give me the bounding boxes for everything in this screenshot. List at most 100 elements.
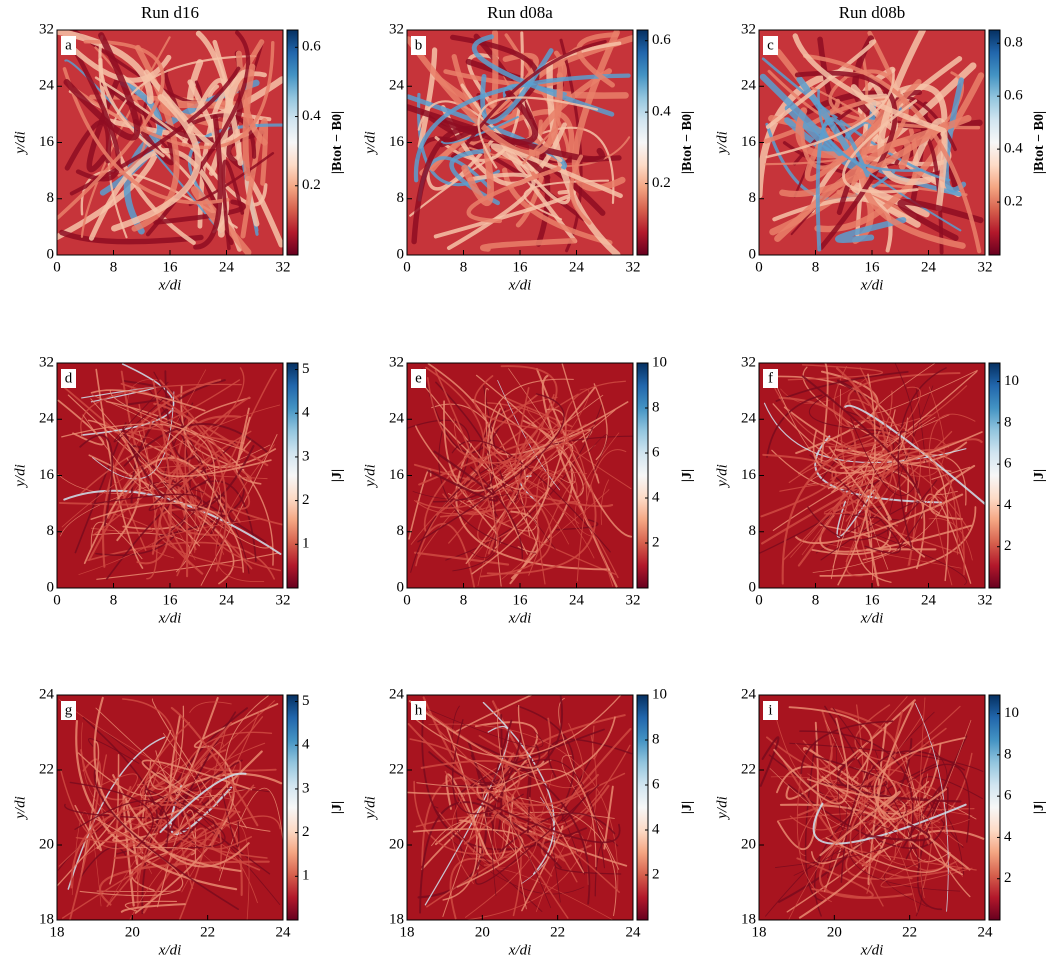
x-tick-label: 8 [110,259,118,275]
colorbar-tick-label: 10 [652,686,667,702]
y-tick-label: 24 [741,78,757,94]
colorbar-label: |J| [330,801,345,814]
y-tick-label: 20 [39,836,54,852]
x-tick-label: 20 [827,924,842,940]
panel: 1820222418202224x/diy/dih246810|J| [362,686,695,958]
y-tick-label: 24 [39,686,55,702]
panel-label: a [65,37,72,53]
colorbar-tick-label: 3 [302,780,310,796]
field-image [57,695,283,920]
colorbar-tick-label: 8 [652,399,660,415]
y-tick-label: 18 [389,911,404,927]
x-tick-label: 8 [110,592,118,608]
x-tick-label: 24 [276,924,292,940]
y-axis-label: y/di [12,131,28,156]
y-tick-label: 24 [389,78,405,94]
field-image [57,363,283,588]
field-image [407,363,633,588]
y-tick-label: 32 [741,21,756,37]
x-tick-label: 16 [865,592,881,608]
colorbar [637,30,648,255]
colorbar-tick-label: 0.4 [1004,141,1023,157]
x-tick-label: 0 [403,592,411,608]
colorbar-tick-label: 5 [302,361,310,377]
x-axis-label: x/di [860,942,884,958]
colorbar-tick-label: 1 [302,868,310,884]
panel-title: Run d08a [487,3,553,22]
colorbar-tick-label: 0.4 [302,108,321,124]
colorbar-tick-label: 6 [652,776,660,792]
y-tick-label: 8 [749,523,757,539]
panel-label: i [768,702,772,718]
x-tick-label: 32 [978,592,993,608]
x-axis-label: x/di [860,277,884,293]
x-tick-label: 16 [163,259,179,275]
y-tick-label: 16 [39,134,55,150]
x-tick-label: 32 [276,592,291,608]
y-tick-label: 0 [397,579,405,595]
y-axis-label: y/di [12,464,28,489]
figure: 0816243208162432x/diy/diRun d16a0.20.40.… [0,0,1057,960]
x-tick-label: 16 [163,592,179,608]
colorbar-tick-label: 6 [1004,456,1012,472]
x-axis-label: x/di [508,277,532,293]
x-tick-label: 24 [978,924,994,940]
y-tick-label: 24 [741,686,757,702]
colorbar-tick-label: 0.6 [652,32,671,48]
colorbar-label: |J| [1032,801,1047,814]
y-tick-label: 16 [39,467,55,483]
colorbar [989,363,1000,588]
colorbar-tick-label: 2 [1004,538,1012,554]
colorbar-tick-label: 4 [1004,829,1012,845]
colorbar-tick-label: 10 [1004,373,1019,389]
colorbar-tick-label: 10 [652,354,667,370]
x-tick-label: 24 [569,259,585,275]
y-tick-label: 18 [741,911,756,927]
x-tick-label: 32 [626,259,641,275]
y-tick-label: 8 [749,190,757,206]
y-tick-label: 22 [741,761,756,777]
y-tick-label: 0 [47,246,55,262]
y-tick-label: 8 [47,523,55,539]
y-tick-label: 24 [741,411,757,427]
x-axis-label: x/di [158,942,182,958]
colorbar [637,695,648,920]
x-tick-label: 0 [755,259,763,275]
y-tick-label: 24 [39,78,55,94]
colorbar-label: |J| [680,801,695,814]
x-tick-label: 0 [403,259,411,275]
colorbar-tick-label: 8 [1004,414,1012,430]
x-tick-label: 16 [513,592,529,608]
x-axis-label: x/di [508,942,532,958]
y-tick-label: 0 [47,579,55,595]
x-tick-label: 24 [219,259,235,275]
y-tick-label: 32 [39,21,54,37]
x-tick-label: 24 [921,592,937,608]
colorbar-tick-label: 6 [652,444,660,460]
colorbar-label: |J| [330,469,345,482]
y-tick-label: 22 [39,761,54,777]
colorbar-tick-label: 0.4 [652,104,671,120]
y-axis-label: y/di [362,796,378,821]
field-image [759,363,985,588]
panel-label: h [415,702,423,718]
y-axis-label: y/di [714,464,730,489]
x-tick-label: 0 [53,592,61,608]
x-tick-label: 0 [53,259,61,275]
colorbar-tick-label: 2 [302,824,310,840]
colorbar-tick-label: 0.2 [652,175,671,191]
y-tick-label: 32 [741,354,756,370]
colorbar-tick-label: 4 [652,489,660,505]
panel-label: d [65,370,73,386]
colorbar-tick-label: 0.6 [1004,88,1023,104]
colorbar [989,695,1000,920]
x-axis-label: x/di [860,610,884,626]
x-tick-label: 8 [812,259,820,275]
y-tick-label: 20 [741,836,756,852]
colorbar-tick-label: 1 [302,536,310,552]
colorbar-label: |J| [1032,469,1047,482]
colorbar-tick-label: 0.2 [302,177,321,193]
